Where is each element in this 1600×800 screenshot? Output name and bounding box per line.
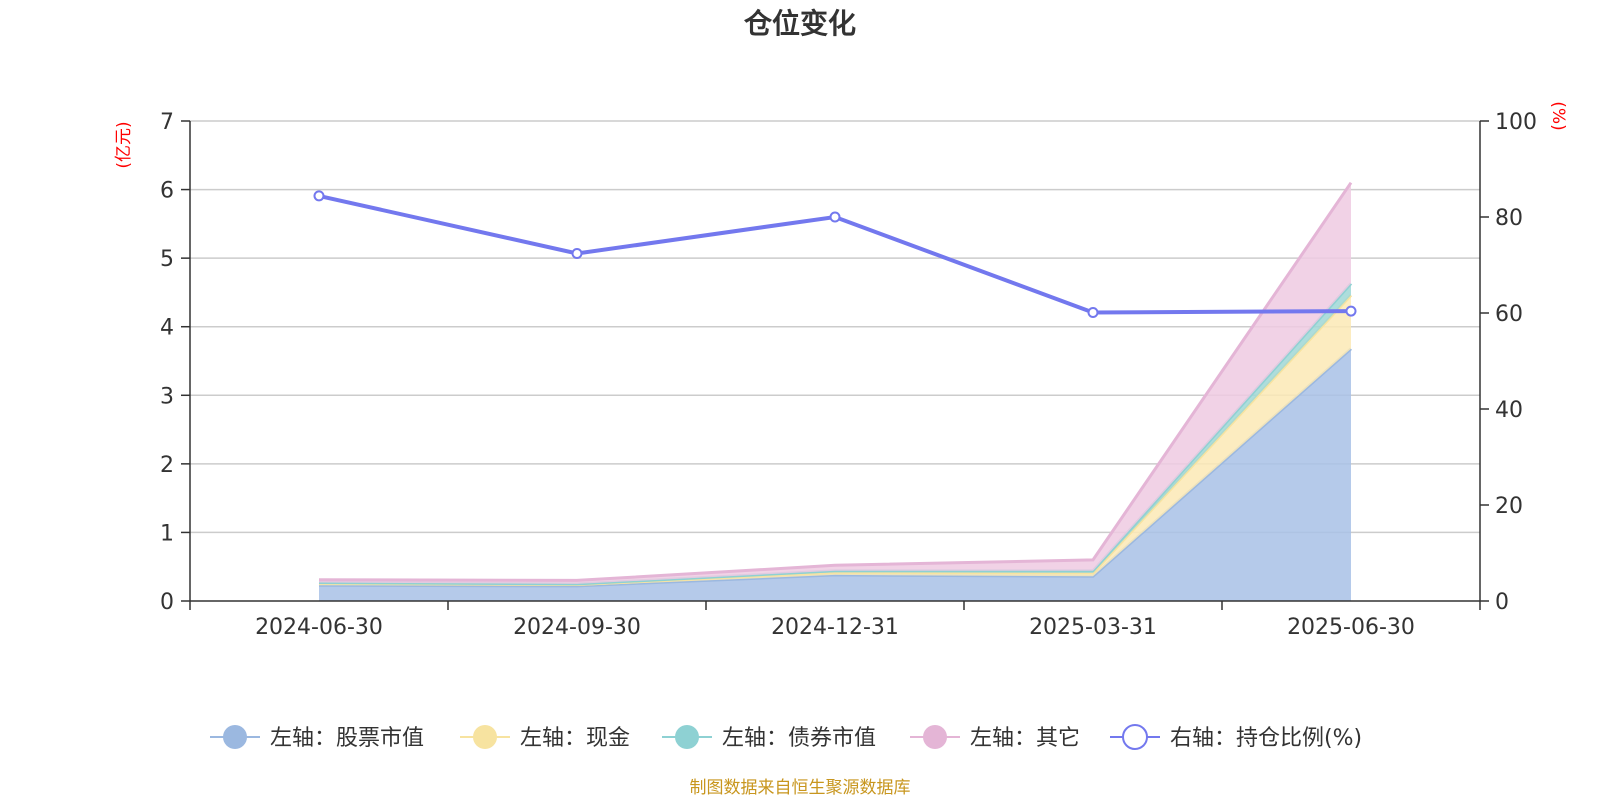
grid-lines: [190, 120, 1480, 534]
legend-label: 左轴：现金: [520, 726, 630, 751]
right-axis-tick-label: 100: [1495, 110, 1537, 135]
area-左轴：股票市值: [319, 348, 1351, 601]
ratio-point: [571, 247, 583, 259]
x-axis-tick-label: 2024-06-30: [255, 615, 383, 640]
legend-label: 左轴：其它: [970, 726, 1080, 751]
legend-marker: [223, 725, 247, 749]
chart-title: 仓位变化: [744, 7, 856, 40]
left-axis-tick-label: 3: [160, 384, 174, 409]
legend-label: 左轴：债券市值: [722, 726, 876, 751]
legend-label: 右轴：持仓比例(%): [1170, 726, 1362, 751]
x-axis-tick-label: 2025-03-31: [1029, 615, 1157, 640]
legend-marker: [675, 725, 699, 749]
area-edge-左轴：其它: [318, 181, 1353, 582]
right-axis-tick-label: 20: [1495, 494, 1523, 519]
left-axis-tick-label: 7: [160, 110, 174, 135]
x-axis-tick-label: 2024-12-31: [771, 615, 899, 640]
left-axis-tick-label: 1: [160, 521, 174, 546]
right-axis-tick-label: 80: [1495, 206, 1523, 231]
legend-label: 左轴：股票市值: [270, 726, 424, 751]
legend-marker: [923, 725, 947, 749]
right-axis-tick-label: 0: [1495, 590, 1509, 615]
legend-item: 左轴：现金: [460, 725, 630, 751]
x-axis-tick-label: 2025-06-30: [1287, 615, 1415, 640]
right-axis-tick-label: 40: [1495, 398, 1523, 423]
legend: 左轴：股票市值 左轴：现金 左轴：债券市值 左轴：其它 右轴：持仓比例(%): [210, 724, 1362, 751]
x-axis-tick-label: 2024-09-30: [513, 615, 641, 640]
legend-item: 左轴：债券市值: [662, 725, 876, 751]
left-axis-tick-label: 0: [160, 590, 174, 615]
right-axis-unit: (%): [1548, 101, 1568, 130]
stacked-areas: [318, 181, 1353, 601]
right-axis-tick-label: 60: [1495, 302, 1523, 327]
ratio-point: [1345, 305, 1357, 317]
legend-item: 左轴：其它: [910, 725, 1080, 751]
left-axis-unit: (亿元): [114, 121, 134, 168]
legend-marker: [473, 725, 497, 749]
ratio-line: [313, 190, 1357, 319]
legend-marker: [1122, 724, 1148, 750]
left-axis-tick-label: 6: [160, 179, 174, 204]
axes: 0 1 2 3 4 5 6 7 0 20 40 60 80 100 2024-06-30 2024-09-30…: [160, 110, 1537, 640]
source-note: 制图数据来自恒生聚源数据库: [690, 778, 911, 798]
ratio-point: [1087, 307, 1099, 319]
left-axis-tick-label: 4: [160, 316, 174, 341]
legend-item: 左轴：股票市值: [210, 725, 424, 751]
ratio-point: [829, 211, 841, 223]
legend-item: 右轴：持仓比例(%): [1110, 724, 1362, 751]
left-axis-tick-label: 2: [160, 453, 174, 478]
ratio-point: [313, 190, 325, 202]
left-axis-tick-label: 5: [160, 247, 174, 272]
